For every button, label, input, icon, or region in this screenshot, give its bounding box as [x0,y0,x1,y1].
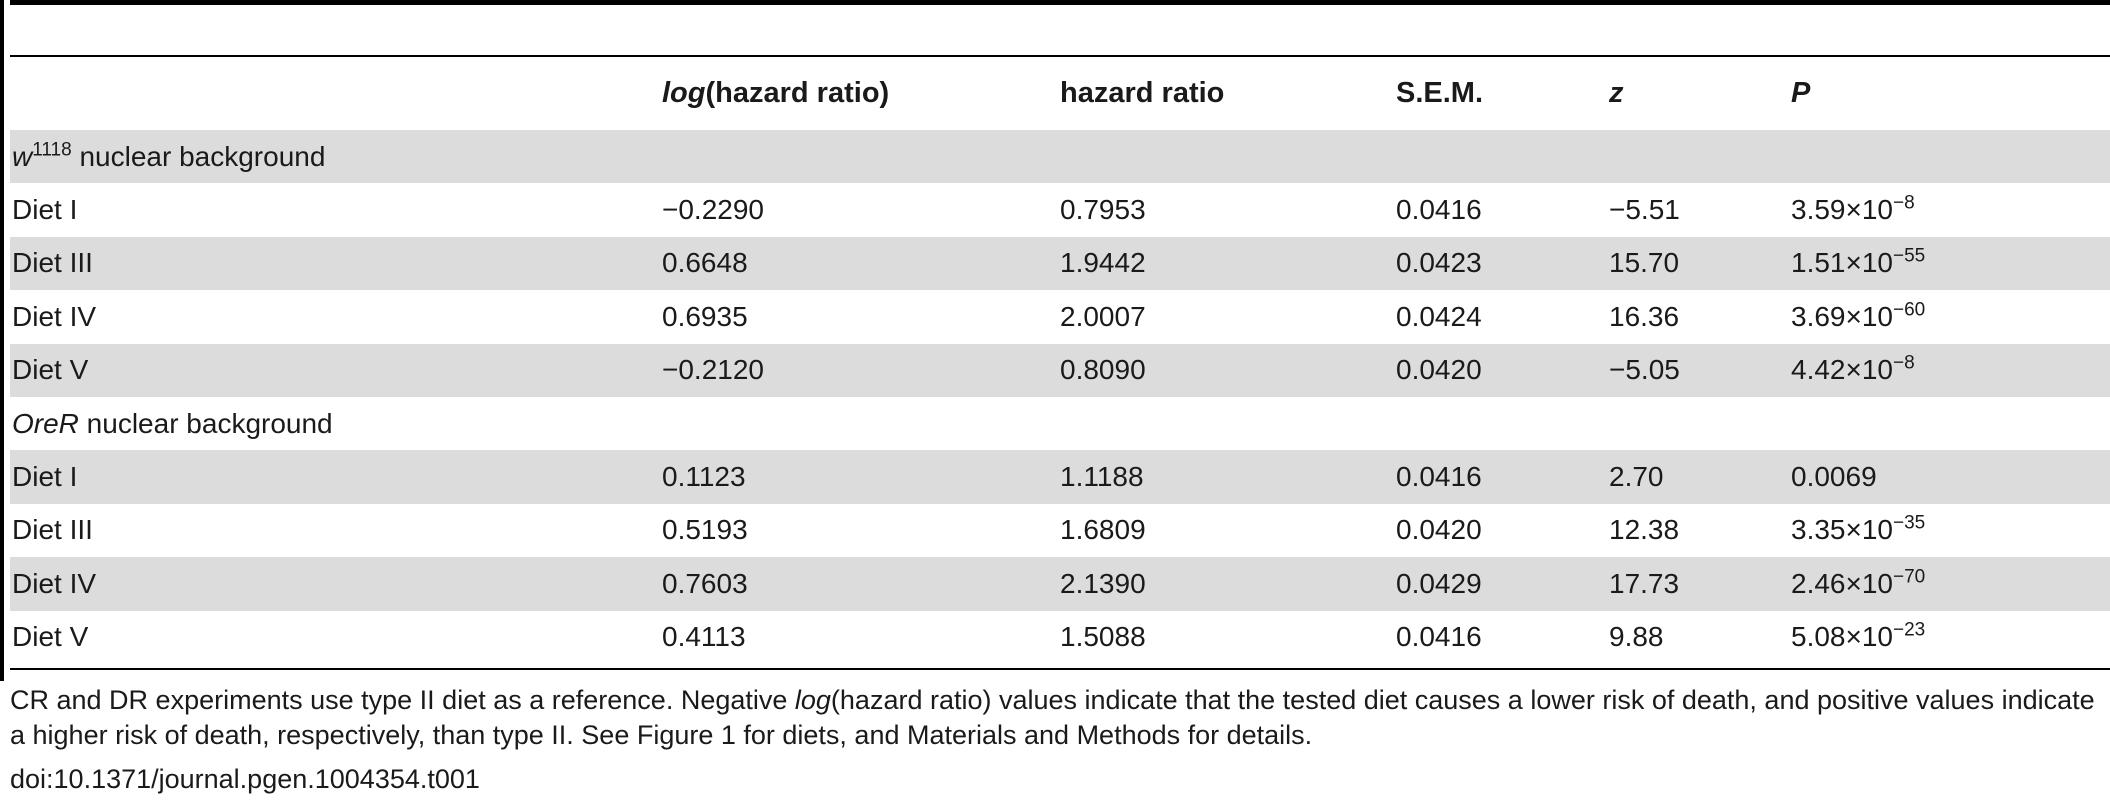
cell-z: 2.70 [1609,450,1791,504]
left-border [0,0,4,681]
table-row: Diet III 0.6648 1.9442 0.0423 15.70 1.51×10−5… [10,236,2110,291]
cell-log-hazard-ratio: 0.6648 [662,236,1060,291]
table-row: Diet IV 0.6935 2.0007 0.0424 16.36 3.69×10−60 [10,290,2110,344]
cell-diet: Diet I [10,450,662,504]
cell-hazard-ratio: 1.1188 [1060,450,1396,504]
cell-sem: 0.0424 [1396,290,1609,344]
cell-log-hazard-ratio: −0.2120 [662,343,1060,397]
cell-z: 12.38 [1609,503,1791,558]
cell-diet: Diet IV [10,290,662,344]
cell-diet: Diet IV [10,557,662,611]
cell-p-value: 4.42×10−8 [1791,343,2110,397]
header-p: P [1791,77,1811,109]
cell-log-hazard-ratio: 0.5193 [662,503,1060,558]
cell-z: −5.05 [1609,343,1791,397]
cell-sem: 0.0423 [1396,236,1609,291]
doi-line: doi:10.1371/journal.pgen.1004354.t001 [10,764,480,794]
cell-sem: 0.0416 [1396,450,1609,504]
header-log-hazard-ratio: log(hazard ratio) [662,77,890,109]
cell-sem: 0.0420 [1396,343,1609,397]
cell-hazard-ratio: 1.9442 [1060,236,1396,291]
cell-z: 16.36 [1609,290,1791,344]
table-row: Diet V 0.4113 1.5088 0.0416 9.88 5.08×10−23 [10,610,2110,664]
cell-sem: 0.0429 [1396,557,1609,611]
cell-hazard-ratio: 1.5088 [1060,610,1396,664]
header-sem: S.E.M. [1396,77,1484,109]
cell-diet: Diet V [10,610,662,664]
cell-sem: 0.0416 [1396,183,1609,237]
header-hazard-ratio: hazard ratio [1060,77,1225,109]
table-row: Diet I 0.1123 1.1188 0.0416 2.70 0.0069 [10,450,2110,504]
table-row: Diet III 0.5193 1.6809 0.0420 12.38 3.35×10−3… [10,503,2110,558]
results-table: log(hazard ratio) hazard ratio S.E.M. z … [10,57,2110,664]
table-row: Diet I −0.2290 0.7953 0.0416 −5.51 3.59×10−8 [10,183,2110,237]
table-header-row: log(hazard ratio) hazard ratio S.E.M. z … [10,57,2110,130]
cell-log-hazard-ratio: 0.6935 [662,290,1060,344]
cell-z: 15.70 [1609,236,1791,291]
cell-hazard-ratio: 2.0007 [1060,290,1396,344]
cell-diet: Diet I [10,183,662,237]
table-bottom-rule [10,668,2110,670]
cell-hazard-ratio: 0.7953 [1060,183,1396,237]
cell-hazard-ratio: 0.8090 [1060,343,1396,397]
cell-sem: 0.0416 [1396,610,1609,664]
header-rule [10,55,2110,57]
cell-log-hazard-ratio: 0.1123 [662,450,1060,504]
cell-p-value: 2.46×10−70 [1791,557,2110,611]
table-row: Diet IV 0.7603 2.1390 0.0429 17.73 2.46×10−70 [10,557,2110,611]
cell-p-value: 1.51×10−55 [1791,236,2110,291]
cell-p-value: 0.0069 [1791,450,2110,504]
cell-diet: Diet V [10,343,662,397]
cell-z: 17.73 [1609,557,1791,611]
cell-diet: Diet III [10,503,662,558]
cell-p-value: 3.59×10−8 [1791,183,2110,237]
table-footnote: CR and DR experiments use type II diet a… [10,685,2095,750]
cell-log-hazard-ratio: −0.2290 [662,183,1060,237]
cell-hazard-ratio: 1.6809 [1060,503,1396,558]
cell-p-value: 3.69×10−60 [1791,290,2110,344]
cell-hazard-ratio: 2.1390 [1060,557,1396,611]
cell-p-value: 5.08×10−23 [1791,610,2110,664]
cell-diet: Diet III [10,236,662,291]
table-row: Diet V −0.2120 0.8090 0.0420 −5.05 4.42×10−8 [10,343,2110,397]
cell-sem: 0.0420 [1396,503,1609,558]
group-label: OreR nuclear background [10,396,2110,451]
group-label: w1118 nuclear background [10,130,2110,184]
cell-log-hazard-ratio: 0.4113 [662,610,1060,664]
table-top-rule [10,0,2110,5]
cell-p-value: 3.35×10−35 [1791,503,2110,558]
cell-z: 9.88 [1609,610,1791,664]
cell-z: −5.51 [1609,183,1791,237]
group-header-row: w1118 nuclear background [10,130,2110,184]
group-header-row: OreR nuclear background [10,396,2110,451]
header-z: z [1609,77,1624,109]
cell-log-hazard-ratio: 0.7603 [662,557,1060,611]
header-row-label [10,57,662,130]
